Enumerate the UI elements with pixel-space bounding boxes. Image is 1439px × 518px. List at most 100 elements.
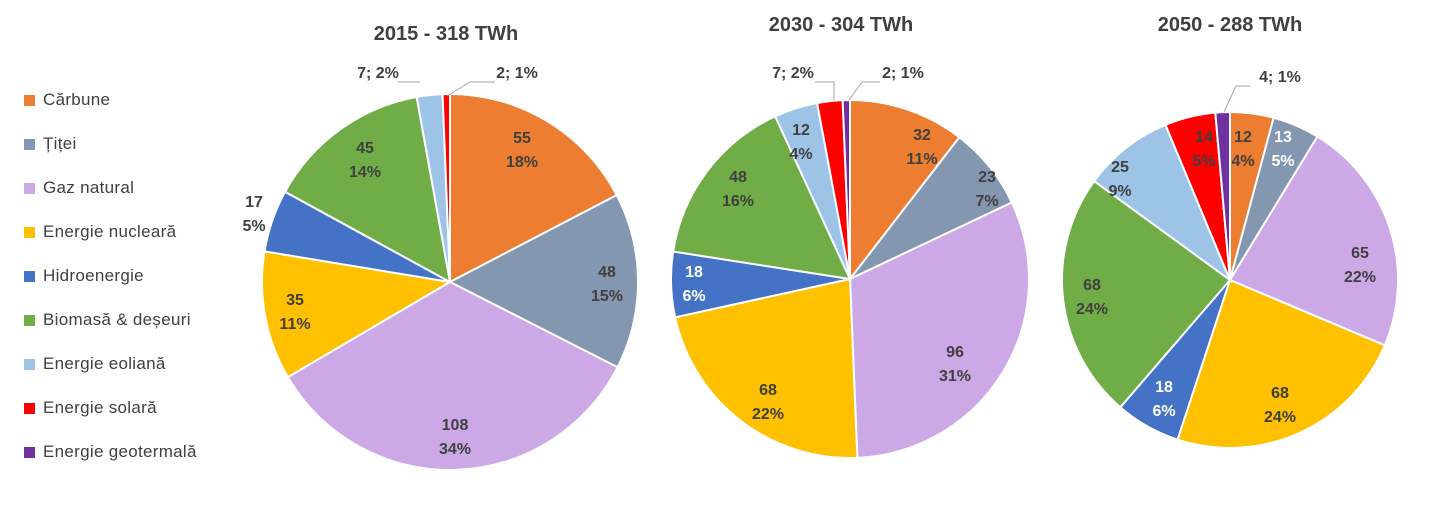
data-label-percent: 15% [591,288,623,305]
legend-item: Țiței [24,122,197,166]
data-label: 23 7% [975,169,998,210]
data-label: 55 18% [506,130,538,171]
data-label-value: 68 [1271,385,1289,402]
legend-label: Cărbune [43,90,111,109]
pie-slice [449,92,619,284]
legend-label: Gaz natural [43,178,135,197]
data-label: 18 6% [682,264,705,305]
data-label-value: 13 [1274,129,1292,146]
leader-line [446,81,495,97]
data-label-value: 14 [1195,129,1213,146]
legend-item: Energie solară [24,386,197,430]
data-label: 12 4% [1231,129,1254,170]
data-label-percent: 4% [789,146,812,163]
pie-slice [848,201,1030,459]
data-label: 25 9% [1108,159,1131,200]
legend-item: Biomasă & deșeuri [24,298,197,342]
legend-item: Cărbune [24,78,197,122]
data-label-percent: 5% [1271,153,1294,170]
data-label-percent: 22% [1344,269,1376,286]
data-label-value: 35 [286,292,304,309]
data-label-value: 23 [978,169,996,186]
data-label-percent: 16% [722,193,754,210]
data-label-percent: 11% [279,316,310,333]
data-label: 2; 1% [882,65,924,82]
legend-swatch [24,270,35,282]
chart-title: 2030 - 304 TWh [769,14,914,36]
legend-swatch [24,138,35,150]
legend-item: Hidroenergie [24,254,197,298]
data-label-value: 32 [913,127,931,144]
data-label: 65 22% [1344,245,1376,286]
legend-label: Energie geotermală [43,442,197,461]
data-label-percent: 34% [439,441,471,458]
pie-slice [849,98,961,282]
data-label: 12 4% [789,122,812,163]
data-label-value: 48 [598,264,616,281]
data-label: 45 14% [349,140,381,181]
data-label: 108 34% [439,417,471,458]
legend-swatch [24,314,35,326]
data-label-value: 68 [1083,277,1101,294]
data-label-percent: 11% [906,151,937,168]
data-label-percent: 4% [1231,153,1254,170]
legend-swatch [24,446,35,458]
pie-slice [1214,110,1231,281]
data-label-percent: 14% [349,164,381,181]
data-label-percent: 24% [1264,409,1296,426]
data-label: 68 22% [752,382,784,423]
chart-title: 2015 - 318 TWh [374,23,519,45]
data-label: 96 31% [939,344,971,385]
data-label-value: 12 [792,122,810,139]
legend-label: Hidroenergie [43,266,144,285]
data-label-value: 25 [1111,159,1129,176]
data-label-value: 18 [1155,379,1173,396]
data-label-percent: 18% [506,154,538,171]
pie-slice [447,193,639,369]
legend-label: Biomasă & deșeuri [43,310,191,329]
data-label: 48 15% [591,264,623,305]
data-label-percent: 6% [1152,403,1175,420]
pie-slice [671,115,852,281]
leader-line [848,81,880,101]
data-label-value: 45 [356,140,374,157]
data-label: 7; 2% [357,65,399,82]
data-label: 13 5% [1271,129,1294,170]
data-label-value: 17 [245,194,263,211]
data-label-percent: 22% [752,406,784,423]
pie-slice [1176,278,1387,449]
legend-item: Energie nucleară [24,210,197,254]
legend-item: Energie eoliană [24,342,197,386]
data-label-percent: 9% [1108,183,1131,200]
pie-slice [261,250,453,379]
legend: Cărbune Țiței Gaz natural Energie nucleară H… [24,78,197,474]
data-label: 14 5% [1192,129,1215,170]
legend-swatch [24,226,35,238]
data-label-value: 96 [946,344,964,361]
data-label-value: 48 [729,169,747,186]
data-label-value: 65 [1351,245,1369,262]
leader-line [815,81,835,100]
chart-title: 2050 - 288 TWh [1158,14,1303,36]
data-label-value: 108 [442,417,469,434]
data-label-percent: 6% [682,288,705,305]
legend-swatch [24,182,35,194]
data-label-percent: 5% [1192,153,1215,170]
legend-item: Energie geotermală [24,430,197,474]
data-label-value: 12 [1234,129,1252,146]
data-label-value: 18 [685,264,703,281]
legend-swatch [24,94,35,106]
data-label-percent: 24% [1076,301,1108,318]
legend-swatch [24,358,35,370]
data-label: 2; 1% [496,65,538,82]
pie-slice [673,277,859,459]
data-label: 4; 1% [1259,69,1301,86]
data-label: 35 11% [279,292,310,333]
data-label: 18 6% [1152,379,1175,420]
data-label-percent: 7% [975,193,998,210]
pie-slice [1061,179,1232,409]
legend-item: Gaz natural [24,166,197,210]
data-label: 17 5% [242,194,265,235]
